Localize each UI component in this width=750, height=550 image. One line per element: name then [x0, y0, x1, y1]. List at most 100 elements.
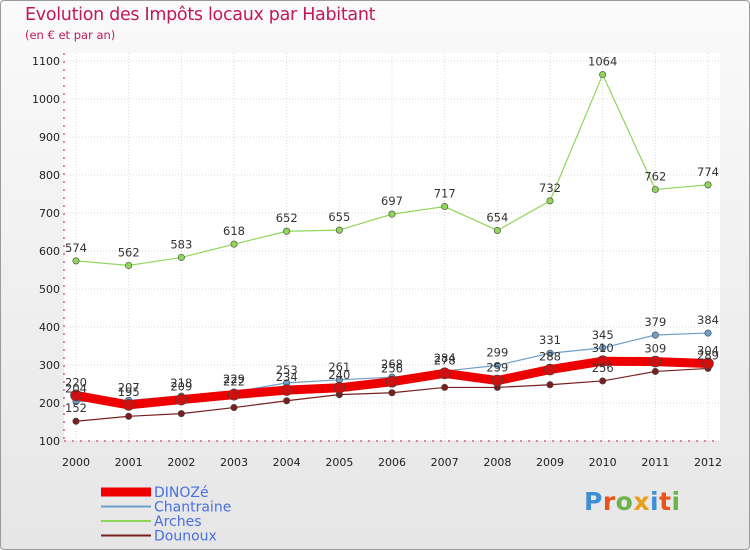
data-label: 234 — [276, 370, 298, 384]
data-label: 304 — [697, 343, 719, 357]
data-point — [546, 197, 554, 205]
legend-label: Arches — [154, 514, 202, 530]
data-label: 654 — [486, 210, 508, 224]
data-label: 618 — [223, 224, 245, 238]
logo-letter: t — [659, 487, 672, 516]
data-label: 222 — [223, 375, 245, 389]
data-label: 289 — [697, 348, 719, 362]
x-tick-label: 2006 — [378, 456, 406, 469]
x-tick-label: 2005 — [325, 456, 353, 469]
data-label: 253 — [276, 363, 298, 377]
data-label: 261 — [328, 360, 350, 374]
data-label: 278 — [434, 353, 456, 367]
data-label: 204 — [65, 381, 87, 395]
data-label: 331 — [539, 333, 561, 347]
y-tick-label: 800 — [39, 169, 60, 182]
y-tick-label: 200 — [39, 397, 60, 410]
data-label: 562 — [118, 245, 140, 259]
data-point — [704, 329, 712, 337]
data-point — [72, 257, 80, 265]
data-label: 717 — [434, 187, 456, 201]
data-label: 195 — [118, 385, 140, 399]
data-label: 384 — [697, 313, 719, 327]
data-label: 152 — [65, 401, 87, 415]
data-point — [702, 357, 714, 370]
data-point — [72, 417, 80, 425]
x-tick-label: 2000 — [62, 456, 90, 469]
data-point — [599, 71, 607, 79]
data-label: 284 — [434, 351, 456, 365]
x-tick-label: 2001 — [115, 456, 143, 469]
logo-letter: r — [602, 487, 616, 516]
x-tick-label: 2003 — [220, 456, 248, 469]
data-label: 1064 — [588, 55, 617, 69]
data-label: 655 — [328, 210, 350, 224]
data-label: 220 — [65, 375, 87, 389]
data-point — [599, 344, 607, 352]
data-point — [651, 185, 659, 193]
logo-letter: i — [671, 487, 681, 516]
x-tick-label: 2009 — [536, 456, 564, 469]
data-label: 288 — [539, 350, 561, 364]
data-point — [125, 412, 133, 420]
y-tick-label: 500 — [39, 283, 60, 296]
data-point — [491, 374, 504, 387]
data-label: 345 — [592, 328, 614, 342]
logo-letter: x — [633, 487, 650, 516]
data-point — [280, 384, 293, 396]
data-label: 218 — [170, 376, 192, 390]
chart-subtitle: (en € et par an) — [25, 28, 116, 42]
data-point — [704, 181, 712, 189]
data-point — [230, 240, 238, 248]
y-tick-label: 1000 — [32, 93, 60, 106]
logo-letter: o — [615, 487, 634, 516]
data-label: 732 — [539, 181, 561, 195]
data-point — [335, 226, 343, 234]
data-label: 229 — [223, 372, 245, 386]
y-tick-label: 100 — [39, 435, 60, 448]
x-tick-label: 2008 — [483, 456, 511, 469]
data-label: 574 — [65, 241, 87, 255]
data-point — [177, 410, 185, 418]
data-label: 652 — [276, 211, 298, 225]
y-tick-label: 300 — [39, 359, 60, 372]
x-tick-label: 2004 — [273, 456, 301, 469]
data-label: 299 — [486, 345, 508, 359]
data-point — [651, 331, 659, 339]
data-point — [441, 383, 449, 391]
data-label: 240 — [328, 368, 350, 382]
data-point — [438, 367, 451, 380]
data-label: 310 — [592, 341, 614, 355]
data-point — [546, 349, 554, 357]
data-label: 209 — [170, 380, 192, 394]
data-point — [596, 355, 609, 368]
proxiti-logo: Proxiti — [584, 487, 681, 516]
data-point — [333, 381, 346, 394]
data-label: 256 — [592, 361, 614, 375]
data-label: 259 — [486, 361, 508, 375]
x-tick-label: 2007 — [431, 456, 459, 469]
data-label: 207 — [118, 380, 140, 394]
data-label: 774 — [697, 165, 719, 179]
data-point — [125, 261, 133, 269]
data-point — [283, 227, 291, 235]
y-tick-label: 600 — [39, 245, 60, 258]
data-point — [386, 375, 398, 388]
data-label: 256 — [381, 362, 403, 376]
data-point — [546, 381, 554, 389]
logo-letter: P — [584, 487, 603, 516]
logo-letter: i — [650, 487, 660, 516]
y-tick-label: 1100 — [32, 55, 60, 68]
data-point — [388, 389, 396, 397]
data-point — [228, 388, 240, 401]
data-point — [230, 404, 238, 412]
data-point — [649, 355, 662, 368]
data-point — [175, 393, 188, 406]
data-label: 762 — [644, 169, 666, 183]
legend-label: Dounoux — [154, 529, 217, 545]
data-point — [122, 399, 135, 411]
data-point — [599, 377, 607, 385]
data-point — [70, 389, 82, 402]
data-label: 583 — [170, 237, 192, 251]
